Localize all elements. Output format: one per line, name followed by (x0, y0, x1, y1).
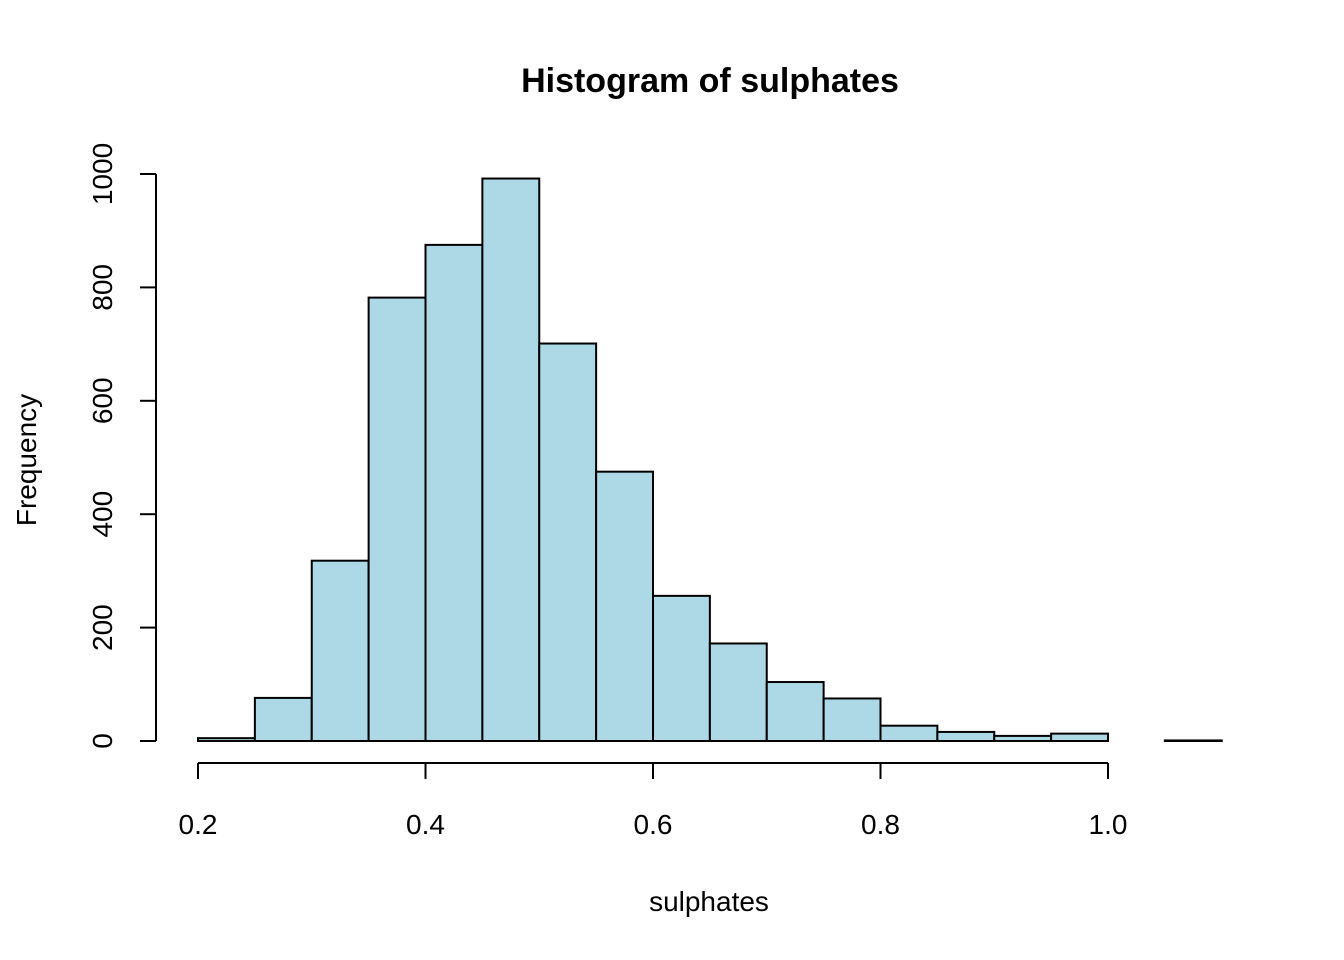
histogram-bar-13 (936, 730, 996, 742)
histogram-bar-17 (1163, 739, 1223, 742)
y-tick-label-2: 400 (87, 491, 118, 538)
histogram-bar-6 (538, 342, 598, 742)
histogram-bar-7 (595, 470, 654, 742)
histogram-bar-2 (310, 559, 370, 742)
y-axis: 0 200 400 600 800 1000 (87, 143, 157, 749)
x-tick-label-3: 0.8 (861, 809, 900, 840)
histogram-bar-5 (481, 177, 541, 742)
bars-group (197, 177, 1223, 743)
histogram-bar-10 (765, 681, 825, 742)
histogram-bar-14 (993, 734, 1053, 742)
histogram-bar-1 (253, 696, 313, 743)
y-tick-label-0: 0 (87, 733, 118, 749)
histogram-bar-8 (652, 594, 711, 743)
chart-title: Histogram of sulphates (521, 62, 899, 100)
x-tick-label-0: 0.2 (179, 809, 218, 840)
histogram-bar-0 (197, 737, 256, 742)
x-axis-label: sulphates (649, 886, 769, 917)
x-tick-label-2: 0.6 (634, 809, 673, 840)
histogram-bar-9 (708, 642, 768, 743)
histogram-bar-12 (879, 724, 939, 742)
x-tick-label-4: 1.0 (1089, 809, 1128, 840)
histogram-bar-15 (1050, 732, 1109, 743)
histogram-bar-11 (822, 697, 882, 742)
y-tick-label-5: 1000 (87, 143, 118, 205)
x-tick-label-1: 0.4 (406, 809, 445, 840)
histogram-bar-4 (424, 243, 484, 742)
y-tick-label-3: 600 (87, 377, 118, 424)
histogram-bar-3 (367, 296, 427, 742)
y-tick-label-1: 200 (87, 604, 118, 651)
y-tick-label-4: 800 (87, 264, 118, 311)
x-axis: 0.2 0.4 0.6 0.8 1.0 (179, 762, 1128, 840)
y-axis-label: Frequency (11, 394, 42, 526)
